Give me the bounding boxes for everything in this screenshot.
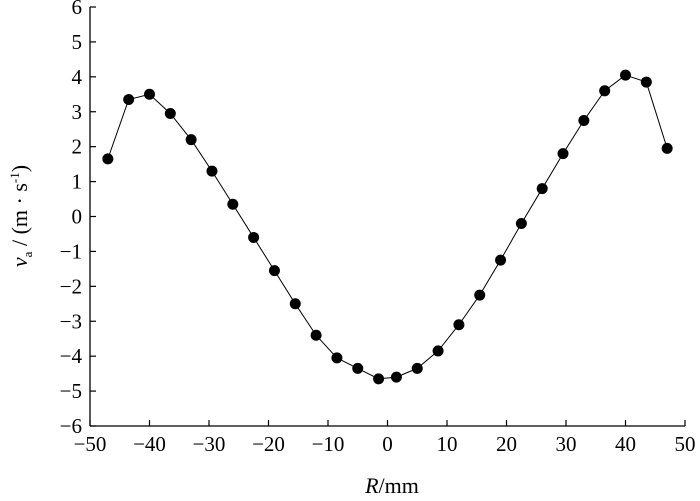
data-point [640,76,652,88]
x-tick-label: −50 [74,432,107,456]
data-point [227,198,239,210]
y-tick-label: 3 [72,100,83,124]
data-point [185,134,197,146]
chart-series [102,69,673,385]
data-point [164,107,176,119]
x-tick-label: −30 [193,432,226,456]
y-tick-label: −2 [60,274,82,298]
series-line [107,74,668,380]
x-tick-label: 10 [437,432,458,456]
data-point [331,352,343,364]
y-tick-label: −5 [60,379,82,403]
x-tick-label: 40 [615,432,636,456]
data-point [310,329,322,341]
data-point [453,319,465,331]
data-point [536,183,548,195]
x-tick-label: −40 [133,432,166,456]
chart-ticks: −50 −40 −30 −20 −10 0 10 20 30 40 50−6−5−4−3−2−101… [60,0,696,456]
svg-text:va / (m · s-1): va / (m · s-1) [7,165,35,267]
y-tick-label: −6 [60,414,82,438]
y-tick-label: 5 [72,30,83,54]
data-point [432,345,444,357]
y-tick-label: −1 [60,239,82,263]
x-tick-label: 0 [382,432,393,456]
y-tick-label: 1 [72,170,83,194]
y-tick-label: −3 [60,309,82,333]
data-point [248,231,260,243]
y-tick-label: 4 [72,65,83,89]
data-point [411,362,423,374]
data-point [289,298,301,310]
data-point [390,371,402,383]
data-point [102,153,114,165]
data-point [268,265,280,277]
x-tick-label: 20 [496,432,517,456]
chart-axes [89,7,685,427]
data-point [206,165,218,177]
data-point [557,148,569,160]
data-point [578,114,590,126]
data-point [373,373,385,385]
data-point [123,94,135,106]
data-point [515,217,527,229]
y-tick-label: −4 [60,344,83,368]
x-tick-label: 50 [675,432,696,456]
data-point [620,69,631,81]
x-axis-label: R/mm [364,473,419,498]
y-tick-label: 6 [72,0,83,19]
x-tick-label: 30 [556,432,577,456]
y-tick-label: 2 [72,135,83,159]
data-point [599,85,611,97]
y-axis-label: va / (m · s-1) [7,165,35,267]
x-tick-label: −20 [252,432,285,456]
data-point [144,88,155,100]
data-point [495,254,507,266]
x-tick-label: −10 [312,432,345,456]
data-point [661,142,673,154]
data-point [474,289,486,301]
y-tick-label: 0 [72,205,83,229]
data-point [352,362,364,374]
